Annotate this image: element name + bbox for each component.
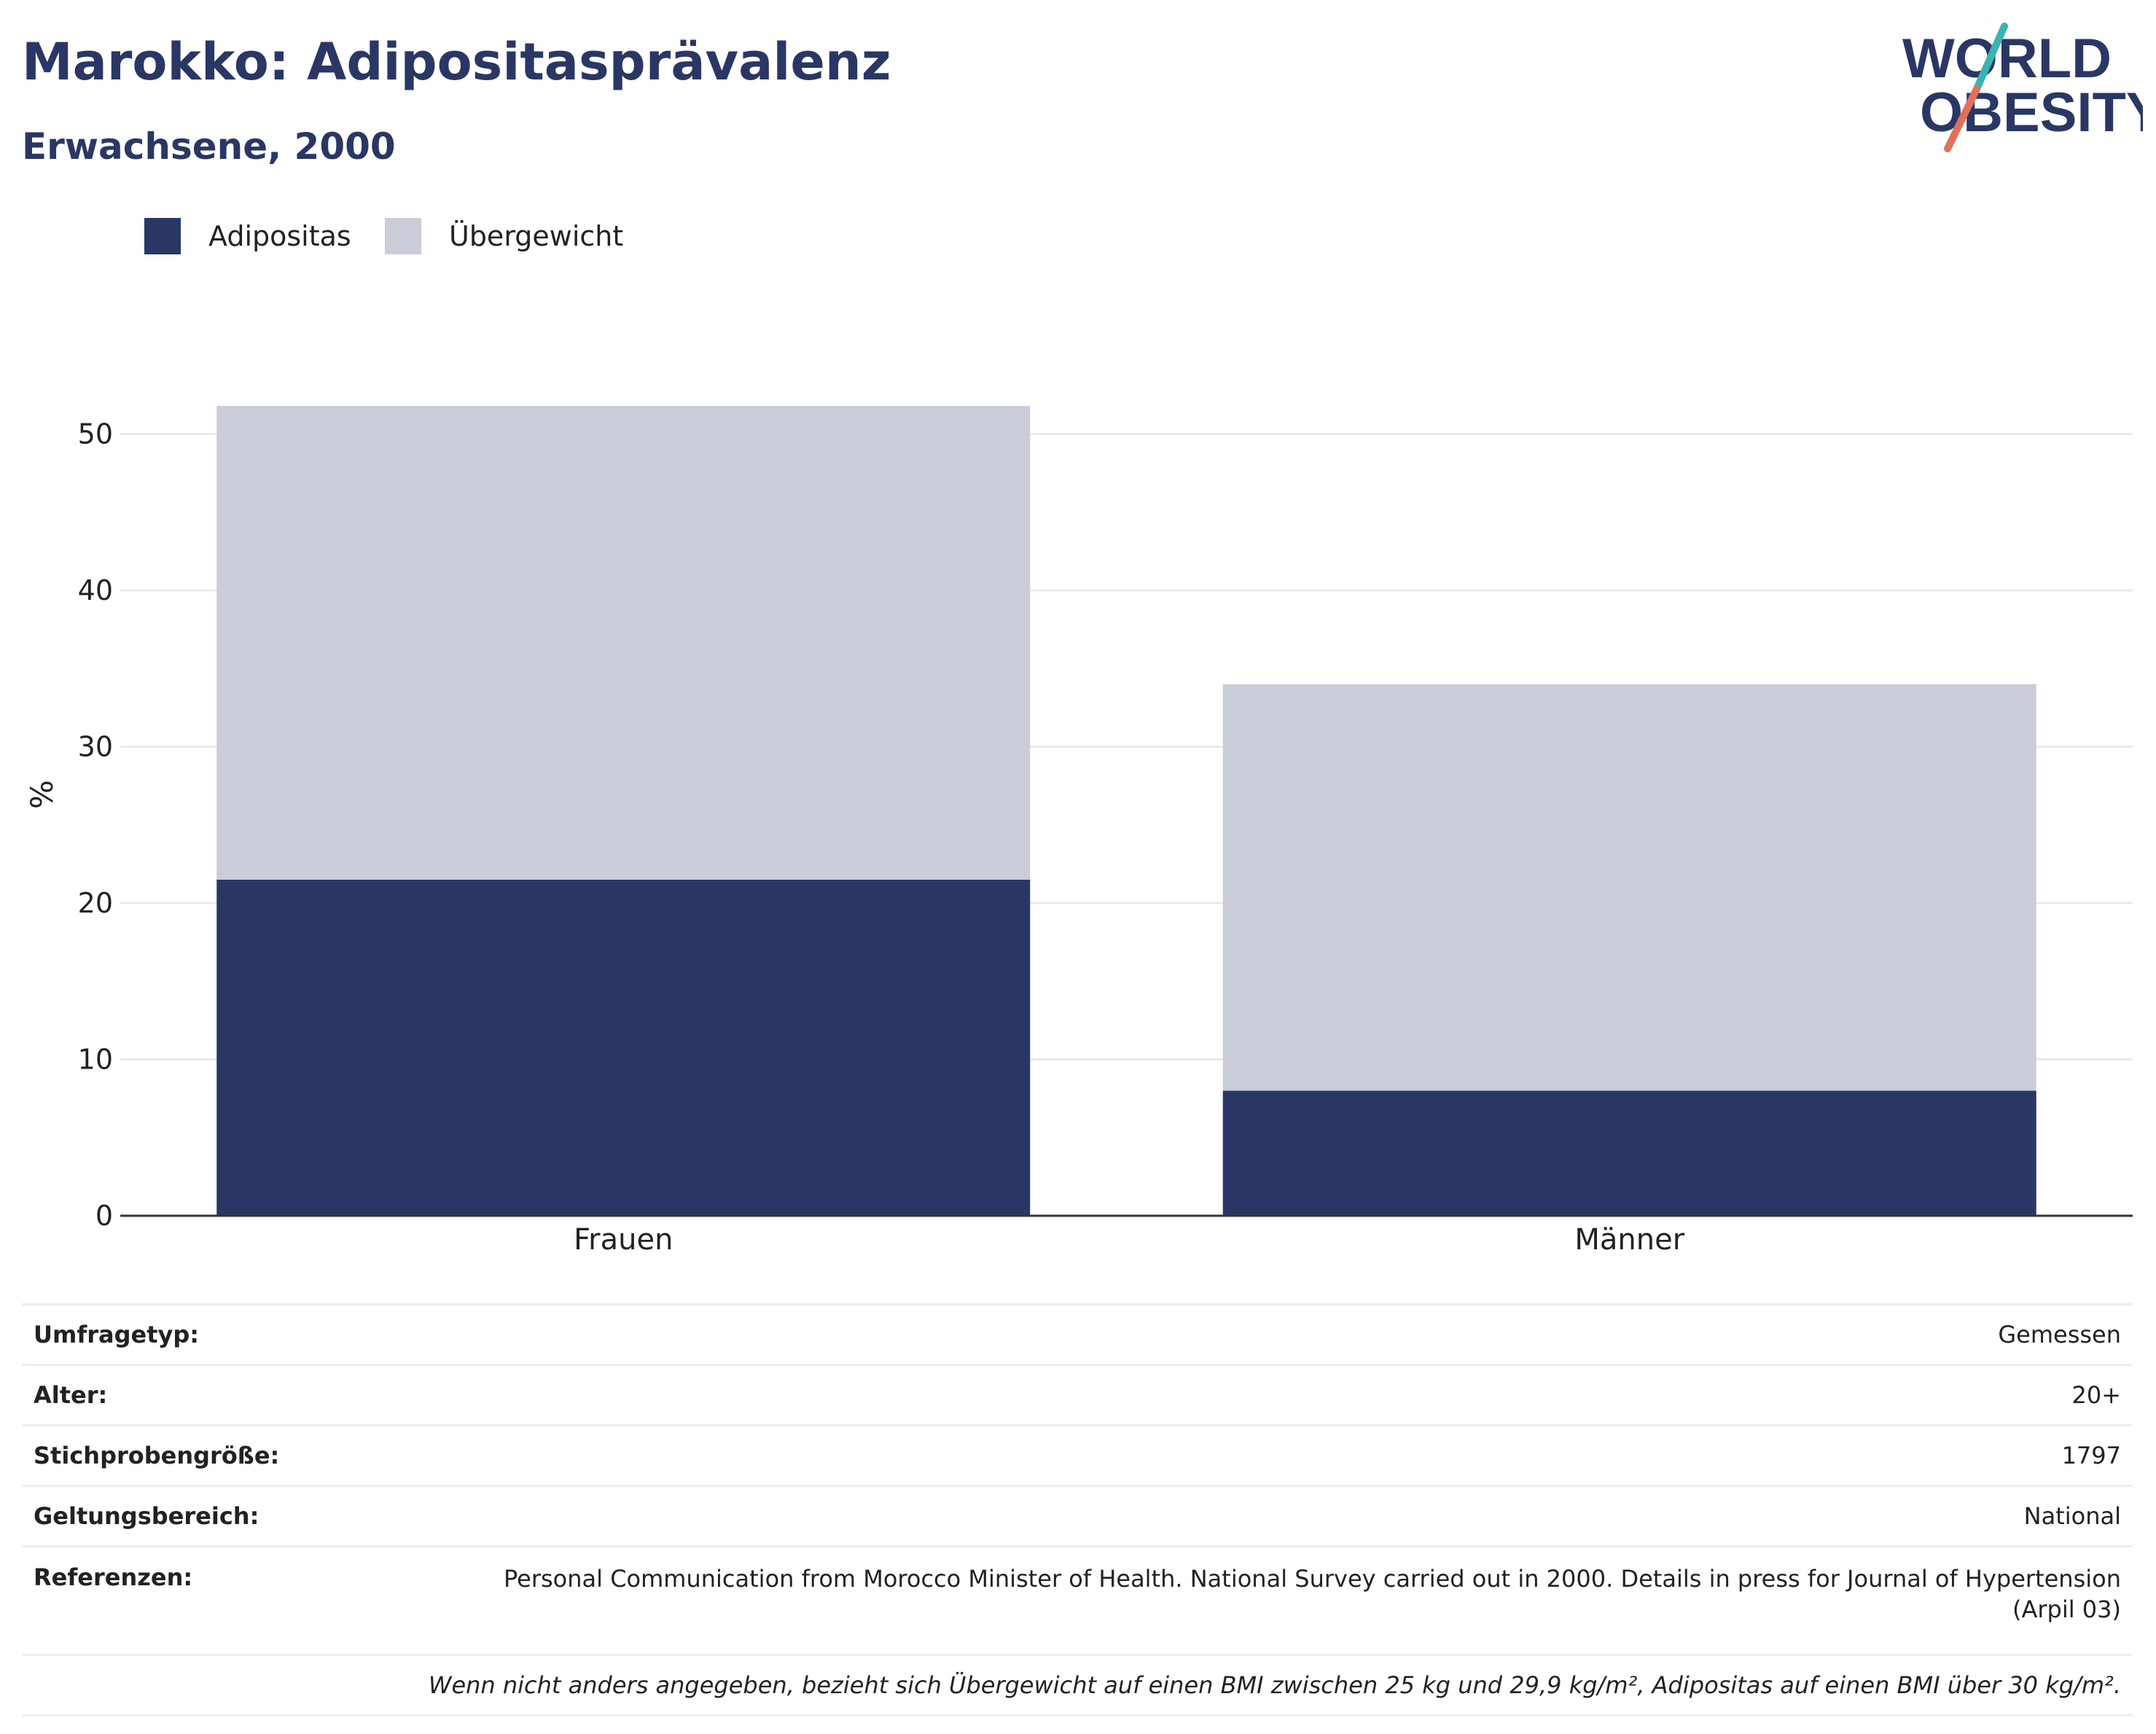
legend-label-overweight: Übergewicht [449,220,624,252]
y-tick-label: 50 [78,418,113,450]
survey-info-table: Umfragetyp: Gemessen Alter: 20+ Stichpro… [22,1303,2133,1717]
bar-overweight-men [1222,684,2036,1091]
info-value: 1797 [453,1424,2133,1486]
legend-swatch-overweight [385,218,421,254]
y-tick-label: 20 [78,887,113,919]
stacked-bar-chart: 0 10 20 30 40 50 Frauen Männer% [24,405,2133,1257]
info-row-age: Alter: 20+ [22,1364,2133,1426]
x-tick-label: Frauen [574,1223,673,1257]
legend-swatch-obese [144,218,181,254]
x-tick-label: Männer [1574,1223,1684,1257]
logo-slash-top [1973,23,2008,93]
bar-overweight-women [216,405,1031,880]
info-row-footnote: Wenn nicht anders angegeben, bezieht sic… [22,1654,2133,1717]
info-label: Referenzen: [22,1545,453,1655]
legend-label-obese: Adipositas [208,220,351,252]
logo-line1: WORLD [1902,28,2112,90]
footnote-text: Wenn nicht anders angegeben, bezieht sic… [22,1654,2133,1717]
info-label: Umfragetyp: [22,1303,453,1365]
bar-obese-men [1222,1090,2036,1216]
bar-obese-women [216,879,1031,1216]
y-tick-label: 40 [78,574,113,606]
y-axis-label: % [24,780,60,809]
chart-title: Marokko: Adipositasprävalenz [22,32,891,92]
info-value: Gemessen [453,1303,2133,1365]
world-obesity-logo: WORLD OBESITY [1902,23,2143,152]
logo-slash-bottom [1944,85,1980,152]
info-row-coverage: Geltungsbereich: National [22,1485,2133,1547]
info-row-references: Referenzen: Personal Communication from … [22,1545,2133,1655]
legend-item-obese[interactable]: Adipositas [144,217,351,255]
info-label: Geltungsbereich: [22,1485,453,1547]
y-tick-label: 10 [78,1044,113,1076]
y-tick-label: 0 [95,1200,113,1232]
chart-subtitle: Erwachsene, 2000 [22,125,396,168]
info-value: Personal Communication from Morocco Mini… [453,1545,2133,1655]
info-row-sample-size: Stichprobengröße: 1797 [22,1424,2133,1486]
info-value: National [453,1485,2133,1547]
info-label: Alter: [22,1364,453,1426]
y-tick-label: 30 [78,731,113,763]
info-value: 20+ [453,1364,2133,1426]
legend-item-overweight[interactable]: Übergewicht [385,217,623,255]
info-row-survey-type: Umfragetyp: Gemessen [22,1303,2133,1365]
info-label: Stichprobengröße: [22,1424,453,1486]
